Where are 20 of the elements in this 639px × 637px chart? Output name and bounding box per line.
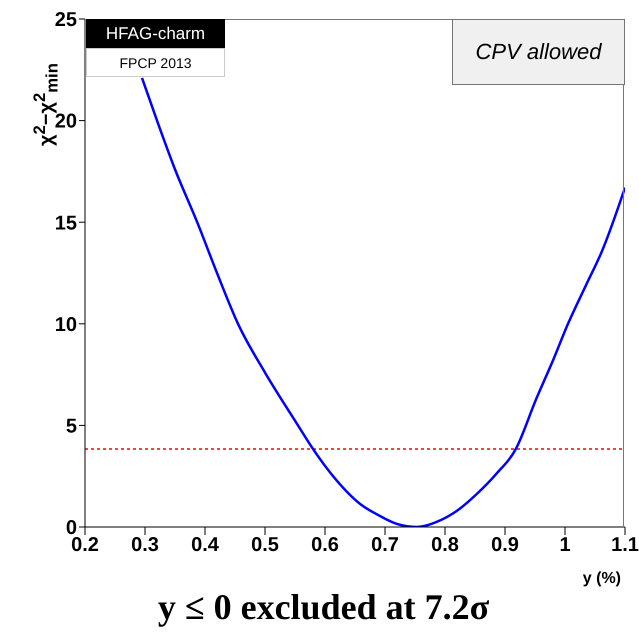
caption-box: CPV allowed [452, 19, 625, 85]
x-tick-label: 1 [559, 534, 571, 556]
x-tick-label: 1.1 [611, 534, 639, 556]
x-tick-label: 0.8 [431, 534, 459, 556]
x-tick-label: 0.6 [311, 534, 339, 556]
text: y ≤ 0 excluded at 7.2σ [156, 586, 490, 628]
x-tick-label: 0.3 [131, 534, 159, 556]
y-tick-label: 25 [54, 9, 77, 32]
y-tick-label: 15 [54, 212, 77, 234]
caption-box: FPCP 2013 [86, 48, 225, 77]
x-axis-title: y (%) [582, 570, 621, 588]
line-series [140, 76, 625, 527]
x-tick-label: 0.9 [491, 534, 519, 556]
caption-box: HFAG-charm [86, 19, 225, 48]
x-tick-label: 0.4 [191, 534, 220, 556]
x-tick-label: 0.5 [251, 534, 279, 556]
y-tick-label: 5 [66, 416, 77, 438]
x-tick-label: 0.7 [371, 534, 399, 556]
y-tick-label: 10 [54, 314, 77, 336]
x-tick-label: 0.2 [71, 534, 99, 556]
